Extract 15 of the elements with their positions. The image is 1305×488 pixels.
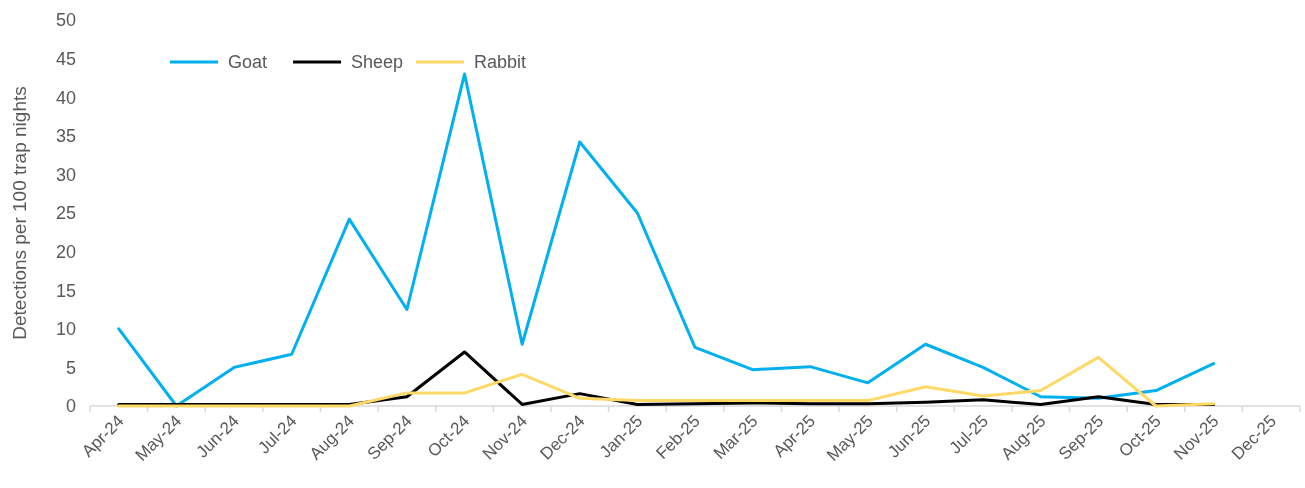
y-tick-label: 30 [55, 164, 76, 185]
legend-label: Rabbit [474, 52, 527, 73]
y-tick-label: 25 [55, 203, 76, 224]
y-tick-label: 45 [55, 48, 76, 69]
y-axis-title: Detections per 100 trap nights [9, 86, 30, 340]
legend-label: Sheep [351, 52, 404, 73]
legend-label: Goat [228, 52, 268, 73]
y-tick-label: 50 [55, 10, 76, 31]
y-tick-label: 10 [55, 319, 76, 340]
y-tick-label: 20 [55, 241, 76, 262]
y-tick-label: 35 [55, 126, 76, 147]
y-tick-label: 15 [55, 280, 76, 301]
y-tick-label: 40 [55, 87, 76, 108]
y-tick-label: 5 [65, 357, 76, 378]
y-tick-label: 0 [65, 396, 76, 417]
